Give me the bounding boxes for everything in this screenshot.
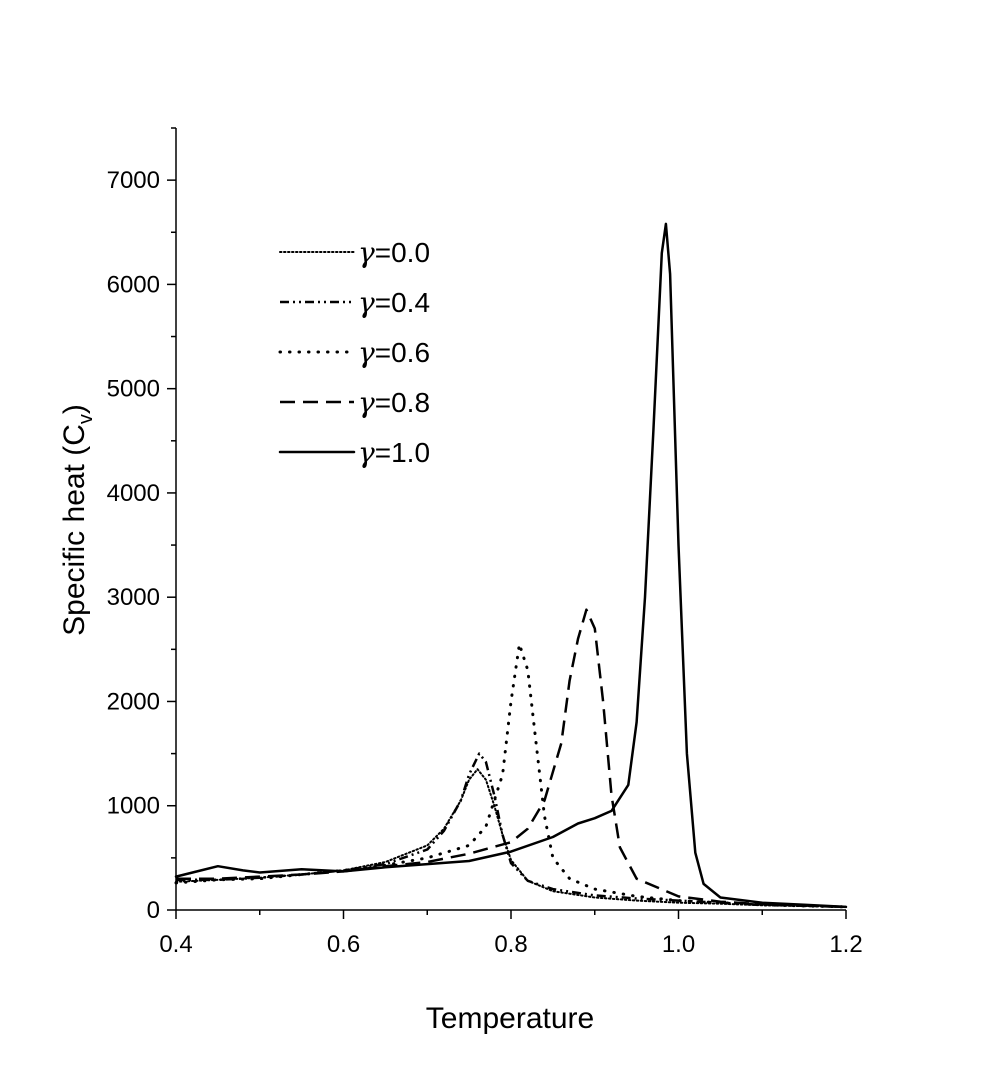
x-tick-label: 0.4 (159, 931, 192, 958)
plot-area (174, 222, 848, 909)
legend-value-0: =0.0 (375, 237, 430, 268)
legend-label-3: γ=0.8 (358, 386, 430, 419)
y-tick-label: 4000 (107, 480, 160, 507)
x-tick-label: 1.2 (829, 931, 862, 958)
y-tick-label: 5000 (107, 376, 160, 403)
series-line-4 (174, 222, 848, 909)
legend-value-4: =1.0 (375, 437, 430, 468)
legend-label-4: γ=1.0 (358, 436, 430, 469)
legend-symbol-3: γ (358, 386, 375, 419)
y-tick-label: 3000 (107, 584, 160, 611)
y-tick-label: 7000 (107, 167, 160, 194)
legend-value-1: =0.4 (375, 287, 430, 318)
legend-symbol-2: γ (358, 336, 375, 369)
legend-symbol-0: γ (358, 236, 375, 269)
y-tick-label: 1000 (107, 793, 160, 820)
y-axis-title-close: ) (58, 404, 91, 414)
x-tick-label: 1.0 (662, 931, 695, 958)
x-tick-label: 0.6 (327, 931, 360, 958)
legend: γ=0.0γ=0.4γ=0.6γ=0.8γ=1.0 (278, 236, 430, 469)
series-line-2 (174, 642, 848, 909)
y-axis-title-sub: v (75, 414, 97, 424)
legend-label-2: γ=0.6 (358, 336, 430, 369)
legend-value-2: =0.6 (375, 337, 430, 368)
legend-symbol-1: γ (358, 286, 375, 319)
series-line-0 (175, 768, 847, 908)
x-tick-label: 0.8 (494, 931, 527, 958)
y-axis-title-main: Specific heat (C (58, 424, 91, 636)
x-axis-title: Temperature (426, 1002, 594, 1035)
y-axis-title: Specific heat (Cv) (58, 404, 97, 636)
axes: 0.4 0.6 0.8 1.0 1.2 0 1000 2000 3000 4000 5000 6000… (107, 127, 863, 958)
series-line-3 (176, 608, 847, 909)
y-tick-label: 0 (147, 897, 160, 924)
y-tick-label: 2000 (107, 688, 160, 715)
y-tick-label: 6000 (107, 271, 160, 298)
series-line-1 (176, 752, 847, 909)
legend-value-3: =0.8 (375, 387, 430, 418)
legend-label-0: γ=0.0 (358, 236, 430, 269)
legend-label-1: γ=0.4 (358, 286, 430, 319)
legend-symbol-4: γ (358, 436, 375, 469)
